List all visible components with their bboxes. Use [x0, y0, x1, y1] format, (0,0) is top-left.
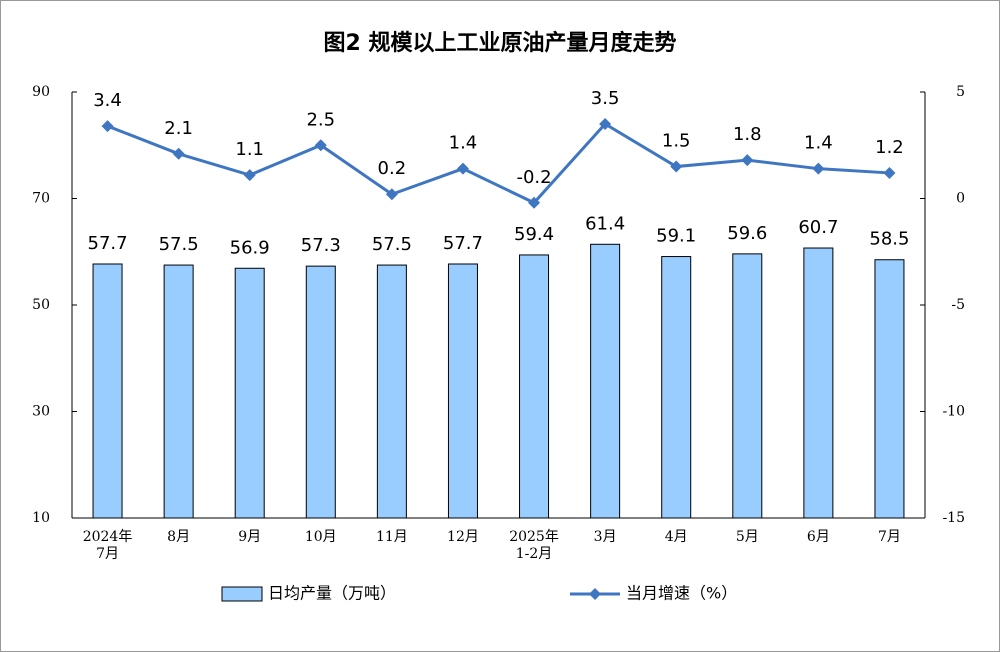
x-tick-label: 9月 — [238, 529, 262, 545]
line-value-label: 1.4 — [804, 133, 833, 154]
line-marker — [670, 160, 683, 173]
line — [106, 122, 890, 205]
bar-value-label: 57.5 — [159, 234, 199, 255]
y-tick-label: 50 — [32, 297, 50, 313]
bar-value-label: 60.7 — [798, 217, 838, 238]
bar — [519, 254, 550, 519]
x-tick-label: 3月 — [593, 529, 617, 545]
line-marker — [883, 166, 896, 179]
y-tick-label: 70 — [32, 191, 50, 207]
chart-title: 图2 规模以上工业原油产量月度走势 — [324, 30, 677, 56]
bar — [305, 265, 336, 519]
x-tick-label: 8月 — [167, 529, 191, 545]
y2-tick-label: -5 — [951, 297, 965, 313]
legend-swatch — [221, 586, 263, 602]
bar — [732, 253, 763, 519]
bar-value-label: 59.4 — [514, 224, 554, 245]
x-tick-label: 10月 — [304, 529, 337, 545]
line-value-label: 3.4 — [93, 90, 122, 111]
y-tick-label: 30 — [32, 404, 50, 420]
x-tick-label: 7月 — [877, 529, 901, 545]
x-tick-label: 6月 — [806, 529, 830, 545]
bar — [447, 263, 478, 519]
line-marker — [243, 169, 256, 182]
bar-value-label: 57.7 — [443, 233, 483, 254]
bar — [590, 243, 621, 519]
bar-value-label: 57.7 — [88, 233, 128, 254]
x-tick-label: 12月 — [447, 529, 479, 545]
line-value-label: 1.8 — [733, 124, 762, 145]
line-marker — [385, 188, 398, 201]
line-marker — [172, 147, 185, 160]
x-tick-label: 4月 — [664, 529, 688, 545]
x-tick-label: 2025年 1-2月 — [509, 529, 559, 562]
y2-tick-label: -10 — [942, 404, 965, 420]
line-marker — [456, 162, 469, 175]
bar — [163, 264, 194, 519]
bar — [803, 247, 834, 519]
bar-value-label: 57.5 — [372, 234, 412, 255]
line-value-label: 2.5 — [306, 109, 335, 130]
line-marker — [599, 117, 612, 130]
x-tick-label: 11月 — [375, 529, 408, 545]
bar-value-label: 61.4 — [585, 213, 625, 234]
y-tick-label: 90 — [32, 84, 50, 100]
bar — [874, 259, 905, 519]
line-value-label: 1.4 — [449, 133, 478, 154]
bar-value-label: 59.6 — [727, 223, 767, 244]
x-tick-label: 2024年 7月 — [82, 529, 133, 562]
bar-value-label: 59.1 — [656, 226, 696, 247]
legend-label: 当月增速（%） — [626, 584, 737, 603]
line-value-label: 1.5 — [662, 131, 691, 152]
line-marker — [101, 120, 114, 133]
y-tick-label: 10 — [32, 510, 50, 526]
line-marker — [528, 196, 541, 209]
line-value-label: 1.2 — [875, 137, 904, 158]
line-value-label: 1.1 — [235, 139, 264, 160]
y2-tick-label: 5 — [956, 84, 965, 100]
y2-tick-label: 0 — [956, 191, 965, 207]
line-marker — [812, 162, 825, 175]
bar — [234, 267, 265, 519]
bar — [376, 264, 407, 519]
line-value-label: 0.2 — [378, 158, 407, 179]
bar-value-label: 56.9 — [230, 237, 270, 258]
x-tick-label: 5月 — [735, 529, 759, 545]
line-marker — [314, 139, 327, 152]
bar-value-label: 58.5 — [869, 229, 909, 250]
bar — [661, 256, 692, 519]
line-marker — [741, 154, 754, 167]
bar-value-label: 57.3 — [301, 235, 341, 256]
legend-label: 日均产量（万吨） — [268, 584, 396, 603]
line-value-label: 3.5 — [591, 88, 620, 109]
line-value-label: 2.1 — [164, 118, 193, 139]
y2-tick-label: -15 — [942, 510, 965, 526]
legend-marker — [589, 588, 601, 600]
line-value-label: -0.2 — [516, 167, 551, 188]
bar — [92, 263, 123, 519]
